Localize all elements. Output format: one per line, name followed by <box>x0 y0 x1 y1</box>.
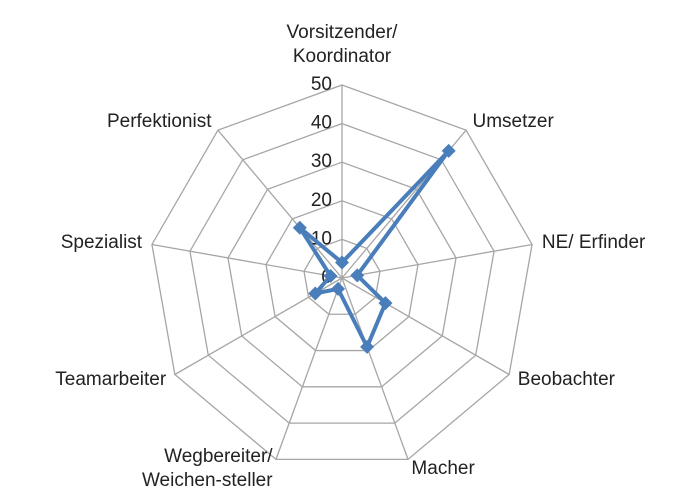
category-label: NE/ Erfinder <box>541 231 646 253</box>
series-line <box>297 148 451 349</box>
axis-spoke <box>217 129 343 279</box>
category-label: Spezialist <box>60 231 143 253</box>
axis-spoke <box>341 277 510 376</box>
r-tick-label: 20 <box>311 190 332 211</box>
data-point <box>350 268 365 283</box>
category-label: Wegbereiter/ Weichen-steller <box>141 445 273 491</box>
data-point <box>441 143 456 158</box>
grid-ring <box>151 84 533 461</box>
grid-ring <box>227 161 457 388</box>
category-label: Teamarbeiter <box>55 368 167 390</box>
data-point <box>292 220 307 235</box>
data-point <box>378 296 393 311</box>
r-tick-label: 30 <box>311 151 332 172</box>
category-label: Perfektionist <box>106 111 212 133</box>
axis-spoke <box>341 243 533 279</box>
r-tick-label: 40 <box>311 113 332 134</box>
grid-ring <box>265 200 419 352</box>
category-label: Macher <box>411 457 475 479</box>
axis-spoke <box>275 277 343 460</box>
data-point <box>308 286 323 301</box>
grid-ring <box>303 238 381 315</box>
axis-spoke <box>341 277 409 460</box>
data-point <box>360 339 375 354</box>
category-label: Umsetzer <box>472 111 554 133</box>
data-point <box>335 255 349 270</box>
category-label: Beobachter <box>517 368 615 390</box>
r-tick-label: 50 <box>311 74 332 95</box>
axis-spoke <box>151 243 343 279</box>
grid-ring <box>189 122 495 424</box>
data-point <box>331 281 346 296</box>
category-label: Vorsitzender/ Koordinator <box>286 22 398 67</box>
r-tick-label: 10 <box>311 228 332 249</box>
data-point <box>323 268 338 283</box>
